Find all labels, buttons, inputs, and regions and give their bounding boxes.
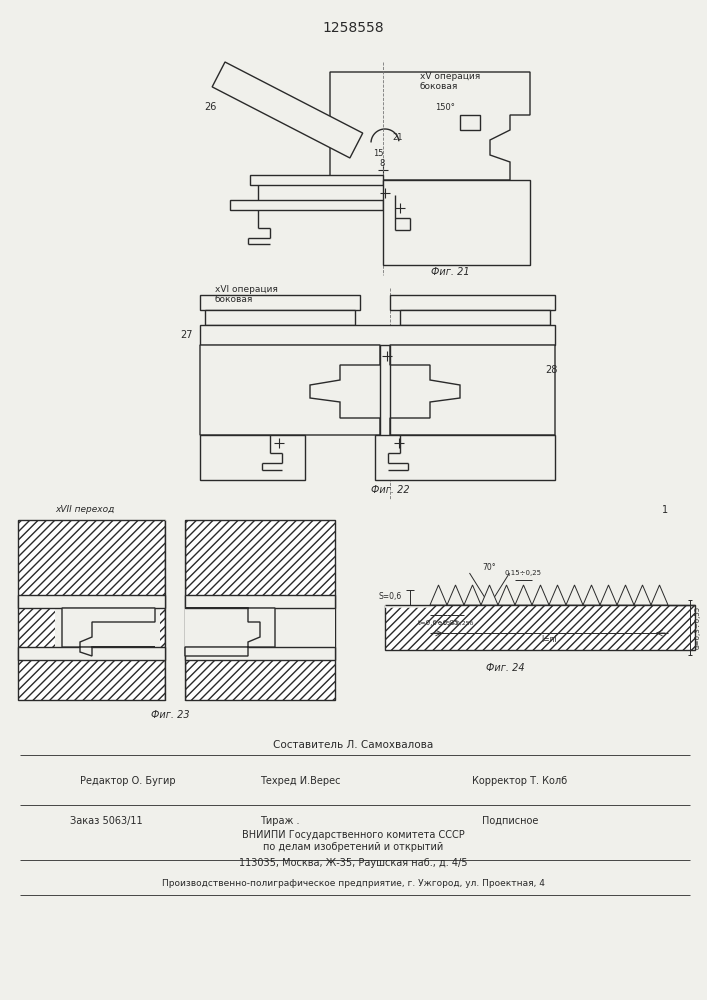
Polygon shape <box>430 585 447 605</box>
Text: 1: 1 <box>662 505 668 515</box>
Text: 70°: 70° <box>483 562 496 572</box>
Text: ВНИИПИ Государственного комитета СССР: ВНИИПИ Государственного комитета СССР <box>242 830 464 840</box>
Text: Фиг. 22: Фиг. 22 <box>370 485 409 495</box>
Text: Заказ 5063/11: Заказ 5063/11 <box>70 816 143 826</box>
Polygon shape <box>230 200 383 210</box>
Polygon shape <box>18 595 165 608</box>
Polygon shape <box>55 595 160 660</box>
Text: 113035, Москва, Ж-35, Раушская наб., д. 4/5: 113035, Москва, Ж-35, Раушская наб., д. … <box>239 858 467 868</box>
Polygon shape <box>165 520 185 700</box>
Text: t=0,6÷0,85: t=0,6÷0,85 <box>418 620 459 626</box>
Polygon shape <box>634 585 651 605</box>
Polygon shape <box>385 605 695 650</box>
Polygon shape <box>200 325 555 345</box>
Text: Корректор Т. Колб: Корректор Т. Колб <box>472 776 568 786</box>
Text: хVI операция
боковая: хVI операция боковая <box>215 285 278 304</box>
Text: Фиг. 21: Фиг. 21 <box>431 267 469 277</box>
Polygon shape <box>62 608 155 656</box>
Polygon shape <box>383 180 530 265</box>
Polygon shape <box>185 647 335 660</box>
Text: α=0,3÷0,55: α=0,3÷0,55 <box>695 606 701 649</box>
Polygon shape <box>185 520 335 700</box>
Polygon shape <box>651 585 668 605</box>
Text: 0,15÷0,25δ: 0,15÷0,25δ <box>437 620 474 626</box>
Text: Фиг. 23: Фиг. 23 <box>151 710 189 720</box>
Polygon shape <box>464 585 481 605</box>
Polygon shape <box>498 585 515 605</box>
Text: Фиг. 24: Фиг. 24 <box>486 663 525 673</box>
Polygon shape <box>400 310 550 325</box>
Text: по делам изобретений и открытий: по делам изобретений и открытий <box>263 842 443 852</box>
Polygon shape <box>200 345 380 435</box>
Text: 26: 26 <box>204 102 217 112</box>
Text: Производственно-полиграфическое предприятие, г. Ужгород, ул. Проектная, 4: Производственно-полиграфическое предприя… <box>162 879 544 888</box>
Text: хV операция
боковая: хV операция боковая <box>420 72 480 91</box>
Text: Тираж .: Тираж . <box>260 816 300 826</box>
Polygon shape <box>18 647 165 660</box>
Polygon shape <box>330 72 530 180</box>
Polygon shape <box>375 435 555 480</box>
Text: 27: 27 <box>180 330 193 340</box>
Text: Редактор О. Бугир: Редактор О. Бугир <box>80 776 175 786</box>
Polygon shape <box>185 595 335 608</box>
Text: 1258558: 1258558 <box>322 21 384 35</box>
Polygon shape <box>185 608 275 656</box>
Text: l=nl: l=nl <box>541 636 557 645</box>
Text: Подписное: Подписное <box>481 816 538 826</box>
Text: хVII переход: хVII переход <box>55 506 115 514</box>
Polygon shape <box>583 585 600 605</box>
Polygon shape <box>532 585 549 605</box>
Text: Техред И.Верес: Техред И.Верес <box>259 776 340 786</box>
Polygon shape <box>600 585 617 605</box>
Polygon shape <box>200 295 360 310</box>
Polygon shape <box>200 435 305 480</box>
Polygon shape <box>390 295 555 310</box>
Text: 15: 15 <box>373 148 383 157</box>
Text: 21: 21 <box>393 132 403 141</box>
Polygon shape <box>212 62 363 158</box>
Polygon shape <box>390 345 555 435</box>
Polygon shape <box>481 585 498 605</box>
Polygon shape <box>549 585 566 605</box>
Polygon shape <box>18 520 165 700</box>
Polygon shape <box>617 585 634 605</box>
Text: Составитель Л. Самохвалова: Составитель Л. Самохвалова <box>273 740 433 750</box>
Text: 0,15÷0,25: 0,15÷0,25 <box>505 570 542 576</box>
Polygon shape <box>515 585 532 605</box>
Text: 8: 8 <box>380 158 385 167</box>
Polygon shape <box>566 585 583 605</box>
Polygon shape <box>447 585 464 605</box>
Polygon shape <box>205 310 355 325</box>
Text: S=0,6: S=0,6 <box>379 591 402 600</box>
Text: 28: 28 <box>545 365 557 375</box>
Polygon shape <box>460 115 480 130</box>
Polygon shape <box>250 175 383 185</box>
Polygon shape <box>185 595 335 660</box>
Text: 150°: 150° <box>435 103 455 111</box>
